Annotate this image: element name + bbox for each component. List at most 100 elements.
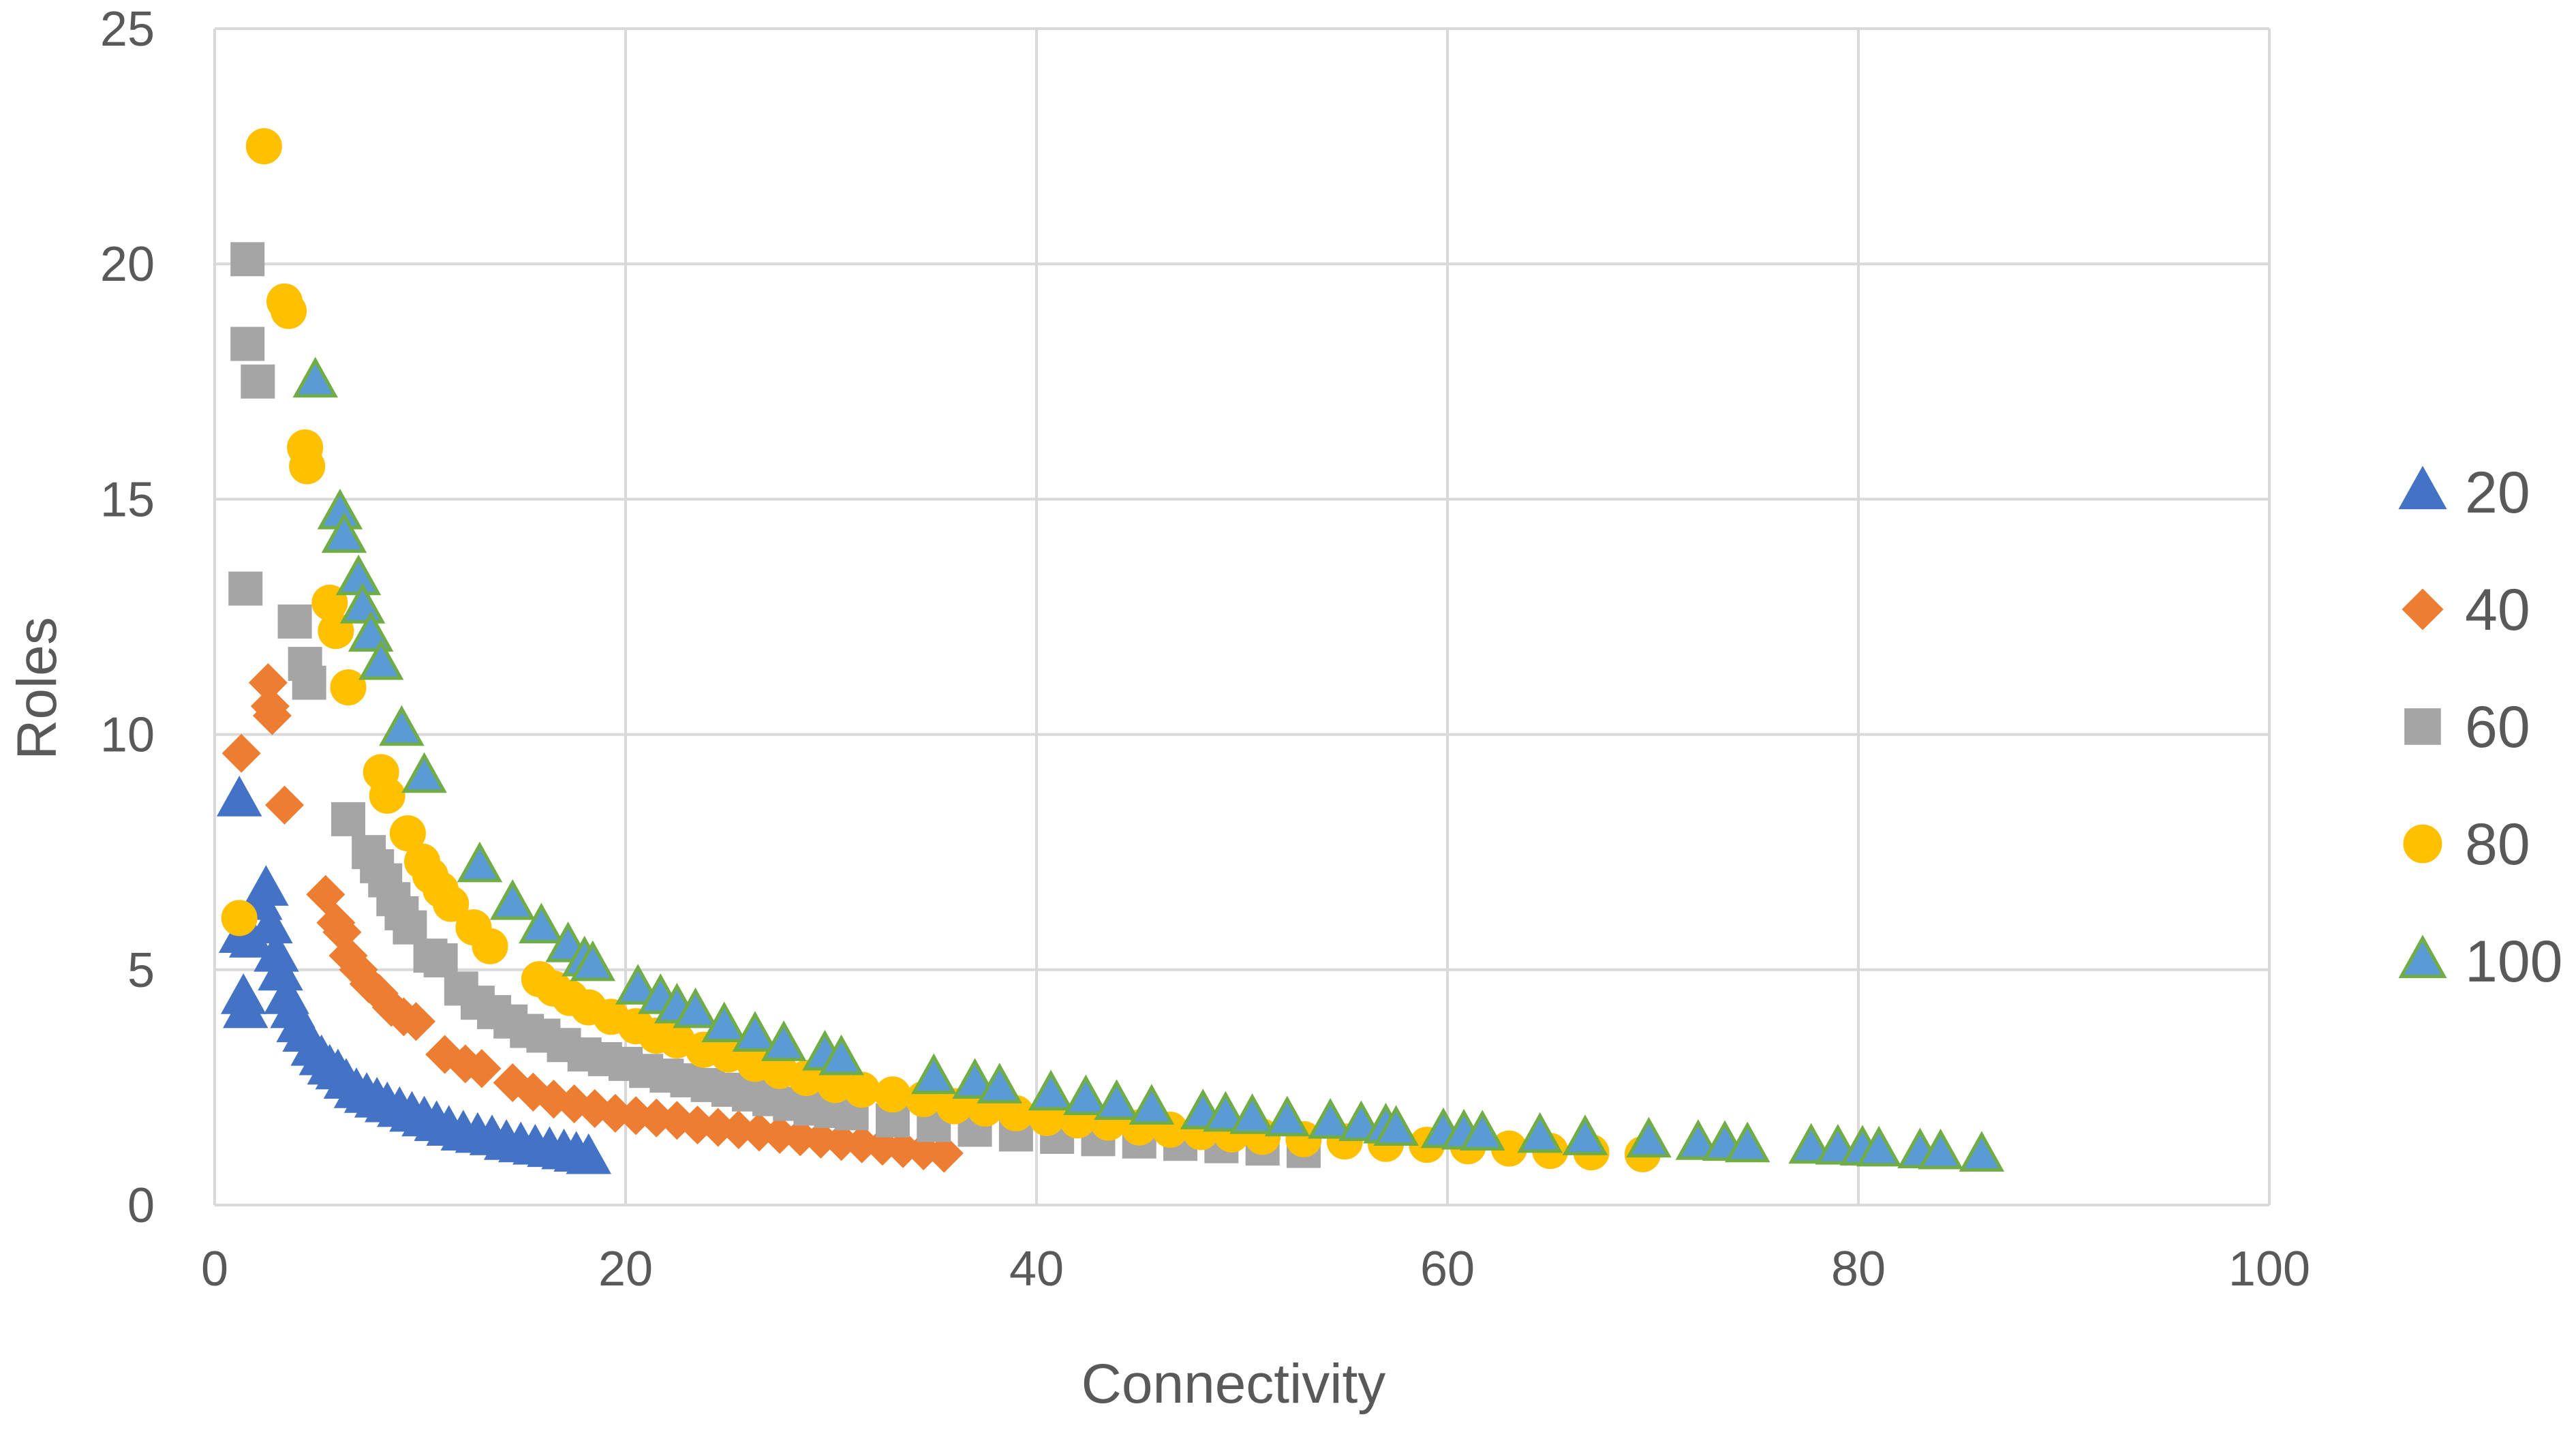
data-point-80: [369, 777, 405, 814]
data-point-60: [241, 364, 275, 399]
y-tick-label: 0: [127, 1178, 155, 1233]
data-point-100: [292, 356, 338, 398]
x-axis-title: Connectivity: [1082, 1353, 1386, 1415]
series-40: [221, 663, 964, 1173]
y-tick-label: 10: [100, 708, 155, 763]
data-point-20: [566, 1133, 611, 1174]
data-point-100: [379, 705, 425, 746]
data-point-60: [228, 571, 263, 606]
data-point-40: [924, 1133, 964, 1173]
data-point-100: [1959, 1131, 2005, 1172]
data-point-100: [457, 841, 503, 883]
data-point-100: [977, 1063, 1022, 1103]
data-point-100: [1307, 1098, 1353, 1139]
legend-marker-100: [2398, 934, 2447, 979]
legend-label-40: 40: [2465, 577, 2530, 643]
data-point-40: [462, 1049, 502, 1088]
data-point-80: [389, 815, 426, 852]
data-point-80: [289, 448, 326, 485]
data-point-100: [1028, 1069, 1074, 1111]
data-point-100: [818, 1034, 864, 1076]
data-point-100: [489, 879, 536, 920]
data-point-100: [1788, 1123, 1834, 1164]
data-point-100: [1129, 1084, 1175, 1125]
data-point-100: [1562, 1114, 1608, 1155]
data-point-100: [910, 1053, 957, 1095]
x-tick-label: 0: [201, 1242, 228, 1296]
data-point-80: [271, 292, 307, 329]
data-point-100: [401, 752, 447, 793]
data-point-100: [570, 940, 616, 981]
x-tick-label: 40: [1009, 1242, 1064, 1296]
data-point-100: [1203, 1091, 1248, 1132]
data-series: [216, 128, 2005, 1174]
axes: 0 20 40 60 80 100 0 5 10 15 20 25: [100, 2, 2310, 1296]
data-point-60: [277, 604, 312, 639]
legend-label-100: 100: [2465, 929, 2563, 994]
data-point-100: [1264, 1095, 1310, 1137]
x-tick-label: 100: [2228, 1242, 2310, 1296]
data-point-80: [330, 669, 367, 706]
y-tick-label: 5: [127, 943, 155, 998]
series-20: [216, 776, 611, 1174]
legend-entry-60: 60: [2404, 695, 2530, 760]
legend-label-20: 20: [2465, 460, 2530, 525]
data-point-20: [243, 865, 289, 906]
legend-marker-80: [2403, 824, 2442, 864]
data-point-100: [1229, 1093, 1275, 1134]
data-point-100: [1724, 1121, 1770, 1163]
data-point-100: [701, 1001, 747, 1043]
legend-entry-20: 20: [2398, 460, 2530, 525]
data-point-100: [1918, 1128, 1963, 1170]
data-point-100: [1517, 1112, 1563, 1153]
data-point-80: [221, 900, 258, 936]
data-point-100: [1459, 1110, 1505, 1151]
data-point-20: [216, 776, 262, 817]
data-point-40: [306, 874, 346, 914]
data-point-100: [358, 639, 404, 680]
data-point-80: [245, 128, 282, 165]
data-point-100: [519, 902, 564, 944]
y-tick-label: 20: [100, 237, 155, 292]
data-point-80: [844, 1071, 880, 1108]
series-60: [228, 242, 1321, 1168]
data-point-40: [252, 696, 292, 735]
data-point-100: [1094, 1079, 1139, 1121]
data-point-100: [952, 1058, 998, 1099]
data-point-100: [335, 554, 382, 596]
y-tick-label: 15: [100, 472, 155, 527]
gridlines: [213, 27, 2271, 1206]
data-point-100: [761, 1020, 807, 1061]
data-point-60: [230, 326, 265, 361]
x-tick-label: 60: [1420, 1242, 1475, 1296]
data-point-100: [1063, 1074, 1109, 1116]
y-axis-title: Roles: [6, 617, 68, 760]
data-point-40: [396, 1002, 436, 1041]
data-point-20: [247, 902, 293, 944]
legend: 20 40 60 80 100: [2398, 460, 2563, 994]
data-point-100: [1373, 1105, 1419, 1146]
data-point-100: [1626, 1116, 1672, 1158]
legend-marker-40: [2402, 588, 2444, 630]
legend-entry-40: 40: [2402, 577, 2530, 643]
legend-entry-100: 100: [2398, 929, 2563, 994]
legend-marker-60: [2404, 708, 2441, 745]
data-point-60: [331, 802, 365, 836]
data-point-60: [230, 242, 265, 277]
data-point-100: [321, 512, 367, 553]
data-point-40: [264, 785, 305, 825]
data-point-100: [615, 964, 661, 1005]
data-point-100: [1856, 1125, 1902, 1167]
legend-marker-20: [2398, 466, 2447, 510]
data-point-80: [433, 885, 470, 922]
y-tick-label: 25: [100, 2, 155, 57]
legend-label-80: 80: [2465, 812, 2530, 877]
data-point-100: [673, 987, 718, 1029]
x-tick-label: 20: [598, 1242, 653, 1296]
data-point-20: [222, 987, 269, 1029]
legend-entry-80: 80: [2403, 812, 2530, 877]
data-point-100: [732, 1011, 778, 1052]
data-point-60: [393, 910, 427, 945]
series-80: [221, 128, 1661, 1172]
